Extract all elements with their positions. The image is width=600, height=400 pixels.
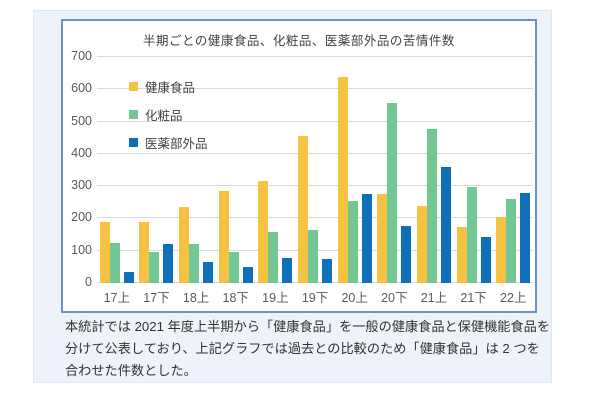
x-tick-label: 18下 <box>222 291 249 305</box>
bar-医薬部外品-21下 <box>480 236 491 283</box>
legend-label: 健康食品 <box>145 80 196 95</box>
gridline <box>97 56 533 57</box>
x-axis: 17上 17下 18上 18下 19上 19下 20上 20下 21上 21下 22上 <box>97 287 533 306</box>
bar-group-19下 <box>295 57 335 283</box>
bar-健康食品-17上 <box>99 221 110 283</box>
x-tick-label: 22上 <box>500 291 527 305</box>
bar-化粧品-18下 <box>228 252 239 283</box>
bar-健康食品-19下 <box>298 136 309 283</box>
bar-化粧品-17上 <box>109 242 120 283</box>
bar-group-17上 <box>97 57 137 283</box>
legend-swatch <box>129 81 138 91</box>
bar-group-21下 <box>454 57 494 283</box>
footnote-line-1: 本統計では 2021 年度上半期から「健康食品」を一般の健康食品と保健機能食品を <box>65 319 551 334</box>
legend-swatch <box>129 109 138 119</box>
y-tick-label: 400 <box>71 145 92 160</box>
y-tick-label: 700 <box>71 49 92 63</box>
y-tick-label: 0 <box>85 275 92 289</box>
bar-group-17下 <box>137 57 177 283</box>
bar-健康食品-21上 <box>416 205 427 283</box>
x-tick-label: 18上 <box>182 291 210 305</box>
bar-健康食品-18上 <box>179 207 190 283</box>
bar-化粧品-21上 <box>426 128 437 283</box>
y-tick-label: 300 <box>71 178 92 193</box>
bar-化粧品-20下 <box>387 103 398 283</box>
y-tick-label: 100 <box>71 242 92 257</box>
bar-group-18下 <box>216 57 256 283</box>
legend-item-化粧品: 化粧品 <box>129 100 208 128</box>
legend-label: 化粧品 <box>145 108 183 123</box>
x-tick-label: 19上 <box>262 291 289 305</box>
bar-group-18上 <box>176 57 216 283</box>
legend-label: 医薬部外品 <box>145 136 208 151</box>
gridline <box>97 152 533 154</box>
legend-swatch <box>129 137 138 147</box>
bar-医薬部外品-19上 <box>282 257 293 283</box>
gridline <box>97 120 533 122</box>
x-tick-label: 19下 <box>301 291 329 305</box>
bar-健康食品-22上 <box>496 217 507 283</box>
bar-医薬部外品-19下 <box>322 258 333 283</box>
bar-group-22上 <box>493 57 533 283</box>
gridline <box>97 185 533 187</box>
plot-area <box>97 56 533 283</box>
x-tick-label: 17下 <box>143 291 170 305</box>
bar-健康食品-18下 <box>218 191 229 283</box>
gridline <box>97 217 533 219</box>
x-tick-label: 20下 <box>381 291 408 305</box>
chart-panel: 半期ごとの健康食品、化粧品、医薬部外品の苦情件数 17上 17下 18上 18下 19上… <box>61 19 537 313</box>
bar-group-19上 <box>256 57 296 283</box>
bar-医薬部外品-17下 <box>163 244 174 283</box>
footnote-line-3: 合わせた件数とした。 <box>65 363 197 378</box>
bar-健康食品-17下 <box>139 221 150 283</box>
x-tick-label: 21下 <box>460 291 487 305</box>
footnote-line-2: 分けて公表しており、上記グラフでは過去との比較のため「健康食品」は 2 つを <box>65 341 540 356</box>
bar-医薬部外品-18上 <box>203 262 214 283</box>
y-tick-label: 500 <box>71 113 92 128</box>
y-tick-label: 600 <box>71 81 92 96</box>
bar-group-21上 <box>414 57 454 283</box>
x-tick-label: 17上 <box>103 291 131 305</box>
bar-医薬部外品-20上 <box>361 193 372 283</box>
legend-item-医薬部外品: 医薬部外品 <box>129 128 208 156</box>
bars-container <box>97 57 533 283</box>
bar-group-20上 <box>335 57 375 283</box>
footnote: 本統計では 2021 年度上半期から「健康食品」を一般の健康食品と保健機能食品を… <box>65 316 551 382</box>
x-tick-label: 20上 <box>341 291 368 305</box>
gridline <box>97 88 533 90</box>
bar-健康食品-20下 <box>377 193 388 283</box>
bar-化粧品-21下 <box>466 186 477 283</box>
bar-健康食品-20上 <box>337 77 348 283</box>
bar-化粧品-19下 <box>308 229 319 283</box>
x-tick-label: 21上 <box>420 291 448 305</box>
y-tick-label: 200 <box>71 210 92 225</box>
chart-title: 半期ごとの健康食品、化粧品、医薬部外品の苦情件数 <box>143 34 455 48</box>
bar-医薬部外品-18下 <box>242 266 253 283</box>
bar-医薬部外品-20下 <box>401 225 412 283</box>
bar-化粧品-19上 <box>268 232 279 283</box>
bar-健康食品-21下 <box>456 226 467 283</box>
bar-医薬部外品-21上 <box>440 167 451 283</box>
legend: 健康食品化粧品医薬部外品 <box>129 72 208 156</box>
legend-item-健康食品: 健康食品 <box>129 72 208 100</box>
statistics-card: 半期ごとの健康食品、化粧品、医薬部外品の苦情件数 17上 17下 18上 18下 19上… <box>33 10 552 383</box>
bar-医薬部外品-17上 <box>123 272 134 283</box>
bar-医薬部外品-22上 <box>520 192 531 283</box>
bar-group-20下 <box>374 57 414 283</box>
bar-化粧品-20上 <box>347 200 358 283</box>
bar-化粧品-17下 <box>149 252 160 283</box>
bar-化粧品-22上 <box>506 199 517 283</box>
bar-健康食品-19上 <box>258 181 269 283</box>
bar-化粧品-18上 <box>189 244 200 283</box>
